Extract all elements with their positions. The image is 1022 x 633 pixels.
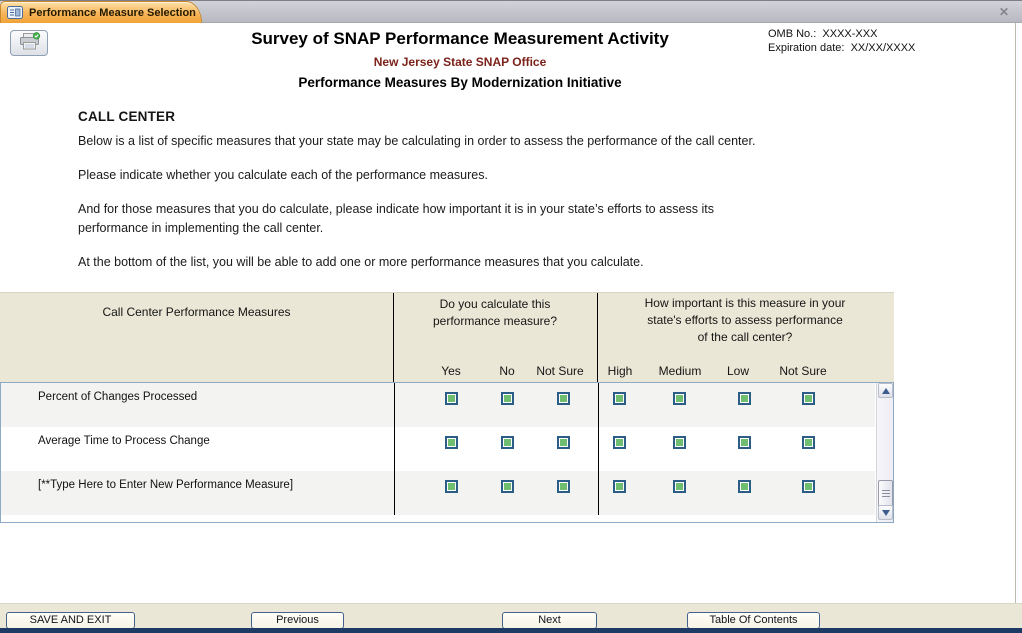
intro-paragraph: At the bottom of the list, you will be a…: [78, 255, 644, 269]
checkbox-r2-no[interactable]: [501, 480, 514, 493]
form-icon: [7, 6, 23, 19]
checkbox-fill: [504, 483, 511, 490]
omb-block: OMB No.: XXXX-XXX Expiration date: XX/XX…: [768, 27, 998, 55]
checkbox-r0-high[interactable]: [613, 392, 626, 405]
checkbox-r1-notsure2[interactable]: [802, 436, 815, 449]
table-header: Call Center Performance Measures Do you …: [0, 292, 894, 383]
expiration-line: Expiration date: XX/XX/XXXX: [768, 42, 916, 54]
arrow-up-icon: [881, 387, 890, 394]
scroll-thumb[interactable]: [878, 480, 893, 507]
arrow-down-icon: [881, 509, 890, 516]
column-header-importance: How important is this measure in your st…: [644, 296, 846, 344]
checkbox-r1-low[interactable]: [738, 436, 751, 449]
option-label-notsure: Not Sure: [536, 364, 584, 378]
option-label-no: No: [499, 364, 515, 378]
checkbox-r2-high[interactable]: [613, 480, 626, 493]
option-label-medium: Medium: [658, 364, 702, 378]
checkbox-fill: [448, 395, 455, 402]
bottom-navy-strip: [0, 628, 1022, 633]
checkbox-r1-notsure[interactable]: [557, 436, 570, 449]
option-label-low: Low: [726, 364, 750, 378]
previous-button[interactable]: Previous: [251, 612, 344, 629]
option-label-high: High: [607, 364, 633, 378]
tab-bar: Performance Measure Selection ✕: [0, 1, 1022, 23]
checkbox-r0-notsure2[interactable]: [802, 392, 815, 405]
checkbox-fill: [805, 439, 812, 446]
row-label: Average Time to Process Change: [38, 435, 210, 447]
checkbox-fill: [560, 439, 567, 446]
checkbox-fill: [560, 395, 567, 402]
window-right-border: [1015, 23, 1016, 603]
checkbox-fill: [560, 483, 567, 490]
checkbox-fill: [448, 483, 455, 490]
header-divider: [597, 293, 598, 383]
checkbox-fill: [676, 483, 683, 490]
row-label: Percent of Changes Processed: [38, 391, 198, 403]
option-label-notsure2: Not Sure: [779, 364, 827, 378]
close-icon[interactable]: ✕: [998, 5, 1010, 19]
table-row: Average Time to Process Change: [1, 427, 875, 471]
section-heading: Performance Measures By Modernization In…: [298, 75, 622, 90]
tab-label: Performance Measure Selection: [29, 6, 196, 19]
checkbox-fill: [805, 483, 812, 490]
checkbox-r1-high[interactable]: [613, 436, 626, 449]
checkbox-fill: [616, 395, 623, 402]
checkbox-fill: [504, 395, 511, 402]
checkbox-fill: [676, 395, 683, 402]
checkbox-r0-yes[interactable]: [445, 392, 458, 405]
scroll-down-button[interactable]: [878, 505, 893, 520]
next-button[interactable]: Next: [502, 612, 597, 629]
checkbox-r0-medium[interactable]: [673, 392, 686, 405]
office-subtitle: New Jersey State SNAP Office: [373, 55, 547, 69]
print-button[interactable]: [10, 30, 48, 56]
save-and-exit-button[interactable]: SAVE AND EXIT: [6, 612, 135, 629]
checkbox-fill: [616, 483, 623, 490]
checkbox-r2-notsure2[interactable]: [802, 480, 815, 493]
table-scrollbar[interactable]: [876, 383, 893, 522]
checkbox-fill: [676, 439, 683, 446]
tab-performance-measure-selection[interactable]: Performance Measure Selection: [0, 1, 202, 23]
checkbox-r1-no[interactable]: [501, 436, 514, 449]
thumb-grip-icon: [881, 489, 890, 498]
checkbox-fill: [741, 439, 748, 446]
checkbox-fill: [504, 439, 511, 446]
checkbox-r0-no[interactable]: [501, 392, 514, 405]
checkbox-r2-medium[interactable]: [673, 480, 686, 493]
checkbox-r1-yes[interactable]: [445, 436, 458, 449]
checkbox-r2-low[interactable]: [738, 480, 751, 493]
option-label-yes: Yes: [441, 364, 461, 378]
page-title: Survey of SNAP Performance Measurement A…: [251, 29, 669, 48]
table-row: Percent of Changes Processed: [1, 383, 875, 427]
printer-icon: [18, 32, 41, 54]
checkbox-fill: [616, 439, 623, 446]
checkbox-fill: [741, 483, 748, 490]
checkbox-r2-notsure[interactable]: [557, 480, 570, 493]
intro-paragraph: Please indicate whether you calculate ea…: [78, 168, 488, 182]
checkbox-r0-notsure[interactable]: [557, 392, 570, 405]
intro-paragraphs: Below is a list of specific measures tha…: [78, 132, 786, 287]
checkbox-r2-yes[interactable]: [445, 480, 458, 493]
header-divider: [393, 293, 394, 383]
intro-paragraph: Below is a list of specific measures tha…: [78, 134, 756, 148]
intro-paragraph: And for those measures that you do calcu…: [78, 202, 714, 235]
checkbox-fill: [741, 395, 748, 402]
body-divider: [598, 383, 599, 515]
omb-number-line: OMB No.: XXXX-XXX: [768, 28, 878, 40]
checkbox-fill: [805, 395, 812, 402]
call-center-heading: CALL CENTER: [78, 109, 176, 124]
checkbox-r1-medium[interactable]: [673, 436, 686, 449]
column-header-measures: Call Center Performance Measures: [102, 305, 291, 319]
table-of-contents-button[interactable]: Table Of Contents: [687, 612, 820, 629]
checkbox-fill: [448, 439, 455, 446]
column-header-calculate: Do you calculate this performance measur…: [432, 297, 558, 328]
title-block: Survey of SNAP Performance Measurement A…: [60, 29, 860, 90]
row-label-new-measure[interactable]: [**Type Here to Enter New Performance Me…: [38, 479, 294, 491]
table-body: Percent of Changes Processed Average Tim…: [0, 382, 894, 523]
checkbox-r0-low[interactable]: [738, 392, 751, 405]
scroll-up-button[interactable]: [878, 383, 893, 398]
body-divider: [394, 383, 395, 515]
table-row: [**Type Here to Enter New Performance Me…: [1, 471, 875, 515]
